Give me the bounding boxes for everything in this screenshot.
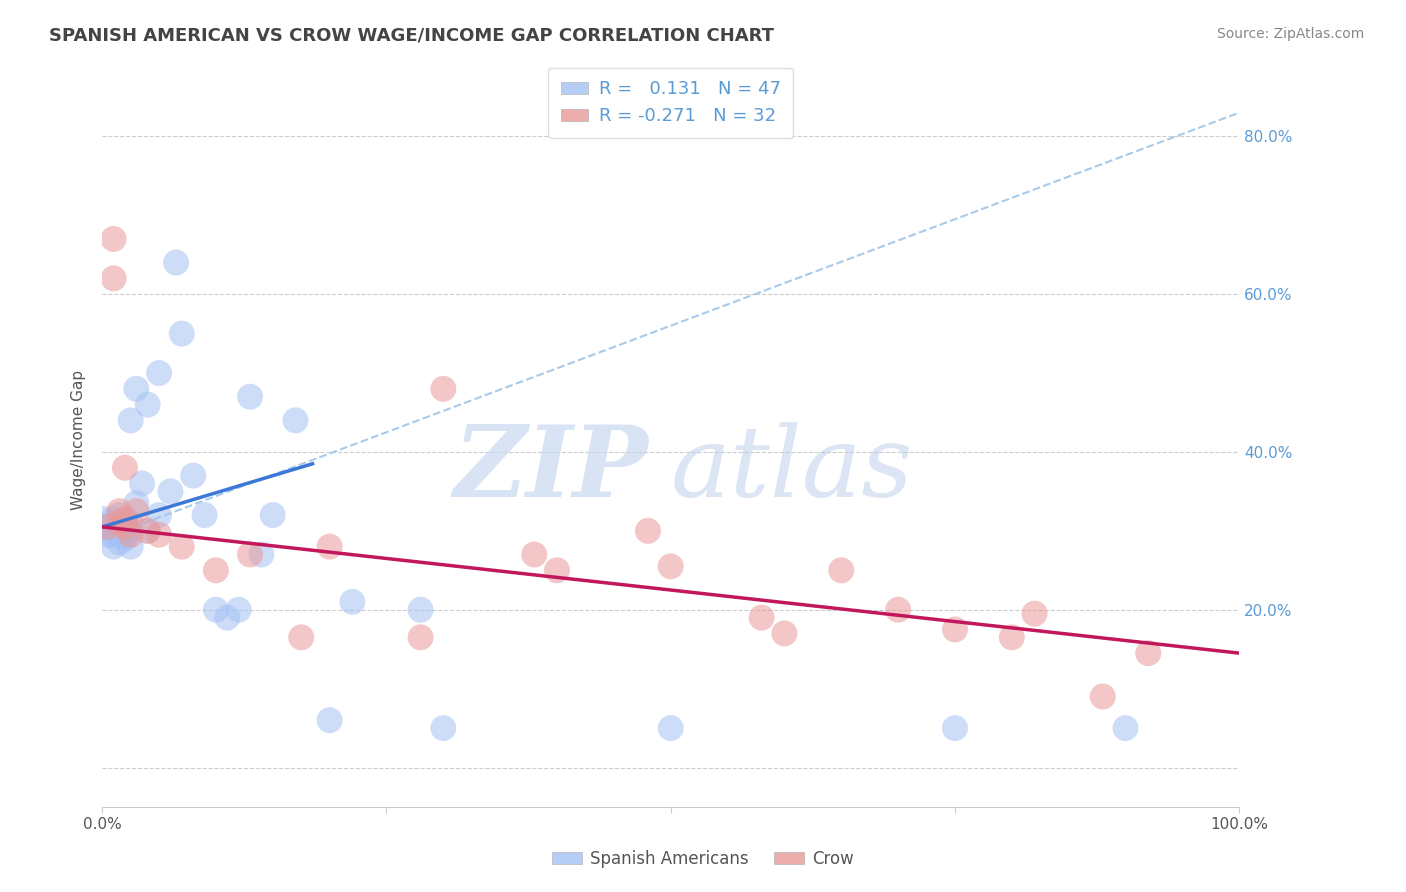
Point [943,721,966,735]
Point [659,559,682,574]
Point [108,520,131,534]
Point [108,528,131,542]
Point [546,563,568,577]
Point [262,508,284,522]
Point [1001,631,1024,645]
Point [108,508,131,522]
Point [120,516,142,530]
Point [1024,607,1046,621]
Point [103,540,125,554]
Point [114,524,136,538]
Point [125,496,148,510]
Point [342,595,364,609]
Point [103,232,125,246]
Point [159,484,181,499]
Point [318,540,340,554]
Point [181,468,204,483]
Point [114,520,136,534]
Point [1091,690,1114,704]
Point [170,326,193,341]
Point [108,516,131,530]
Point [120,528,142,542]
Point [108,535,131,549]
Point [103,516,125,530]
Text: atlas: atlas [671,422,914,517]
Point [97,520,120,534]
Point [751,610,773,624]
Point [97,520,120,534]
Point [114,512,136,526]
Point [170,540,193,554]
Point [523,548,546,562]
Point [409,603,432,617]
Point [114,528,136,542]
Point [290,631,312,645]
Point [114,460,136,475]
Point [103,528,125,542]
Point [114,520,136,534]
Point [103,271,125,285]
Point [205,603,228,617]
Point [108,504,131,518]
Point [136,398,159,412]
Point [120,413,142,427]
Point [148,528,170,542]
Point [773,626,796,640]
Point [136,524,159,538]
Y-axis label: Wage/Income Gap: Wage/Income Gap [72,370,86,510]
Point [284,413,307,427]
Legend: Spanish Americans, Crow: Spanish Americans, Crow [546,844,860,875]
Text: SPANISH AMERICAN VS CROW WAGE/INCOME GAP CORRELATION CHART: SPANISH AMERICAN VS CROW WAGE/INCOME GAP… [49,27,775,45]
Point [318,713,340,727]
Point [97,528,120,542]
Point [659,721,682,735]
Point [120,524,142,538]
Point [131,476,153,491]
Point [1115,721,1137,735]
Point [432,721,454,735]
Point [239,548,262,562]
Text: Source: ZipAtlas.com: Source: ZipAtlas.com [1216,27,1364,41]
Point [409,631,432,645]
Point [148,366,170,380]
Point [217,610,239,624]
Point [637,524,659,538]
Point [943,623,966,637]
Point [830,563,852,577]
Point [114,512,136,526]
Point [250,548,273,562]
Point [239,390,262,404]
Legend: R =   0.131   N = 47, R = -0.271   N = 32: R = 0.131 N = 47, R = -0.271 N = 32 [548,68,793,138]
Point [205,563,228,577]
Point [120,540,142,554]
Point [887,603,910,617]
Point [165,255,187,269]
Point [148,508,170,522]
Point [193,508,215,522]
Point [125,504,148,518]
Point [91,520,114,534]
Point [432,382,454,396]
Point [1137,646,1160,660]
Point [136,524,159,538]
Point [114,532,136,546]
Point [125,382,148,396]
Text: ZIP: ZIP [453,421,648,517]
Point [228,603,250,617]
Point [91,512,114,526]
Point [103,512,125,526]
